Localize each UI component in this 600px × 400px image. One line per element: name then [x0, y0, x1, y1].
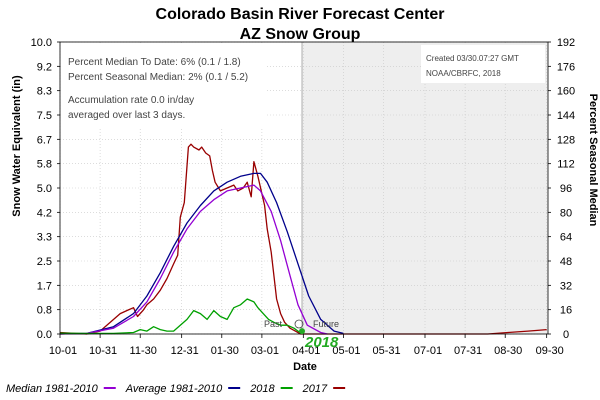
legend-label: Average 1981-2010: [125, 383, 223, 395]
series-line-median-1981-2010: [59, 184, 328, 335]
y2-tick-label: 32: [560, 280, 572, 292]
year-label: 2018: [304, 334, 339, 351]
past-label: Past: [264, 319, 283, 329]
y2-tick-label: 128: [557, 134, 575, 146]
future-label: Future: [313, 319, 339, 329]
x-tick-label: 07-01: [414, 345, 442, 357]
y-axis-right: 0 16 32 48 64 80 96 112 128 144 160 176 192: [548, 37, 575, 341]
y2-tick-label: 144: [557, 110, 575, 122]
legend-label: Median 1981-2010: [6, 383, 99, 395]
y-axis-title: Snow Water Equivalent (in): [11, 75, 23, 217]
y2-axis-title: Percent Seasonal Median: [587, 94, 599, 227]
y-tick-label: 7.5: [37, 110, 52, 122]
x-tick-label: 10-31: [89, 345, 117, 357]
series-group: [59, 143, 547, 335]
y-tick-label: 5.8: [37, 159, 52, 171]
created-stamp: Created 03/30.07:27 GMT: [426, 54, 519, 63]
y-tick-label: 4.2: [37, 207, 52, 219]
series-line-2017: [59, 143, 547, 335]
y-tick-label: 8.3: [37, 86, 52, 98]
y-tick-label: 3.3: [37, 232, 52, 244]
x-tick-label: 01-30: [211, 345, 239, 357]
x-tick-label: 11-30: [130, 345, 157, 357]
chart-subtitle: AZ Snow Group: [240, 26, 361, 43]
y2-tick-label: 192: [557, 37, 575, 49]
forecast-shading: [301, 42, 548, 334]
legend-label: 2018: [249, 383, 275, 395]
legend: Median 1981-2010 Average 1981-2010 2018 201…: [6, 383, 346, 395]
x-tick-label: 08-30: [494, 345, 522, 357]
pct-median-to-date: Percent Median To Date: 6% (0.1 / 1.8): [68, 57, 241, 68]
accum-rate-line1: Accumulation rate 0.0 in/day: [68, 95, 194, 106]
y-tick-label: 2.5: [37, 256, 52, 268]
y2-tick-label: 96: [560, 183, 572, 195]
x-tick-label: 04-01: [292, 345, 320, 357]
chart-title: Colorado Basin River Forecast Center: [156, 6, 445, 23]
y-tick-label: 0.0: [37, 329, 52, 341]
x-tick-label: 05-31: [372, 345, 400, 357]
y-tick-label: 0.8: [37, 305, 52, 317]
current-value-marker: [298, 328, 305, 335]
y2-tick-label: 0: [563, 329, 569, 341]
series-line-average-1981-2010: [59, 172, 344, 335]
y2-tick-label: 160: [557, 86, 575, 98]
today-marker-icon: [294, 319, 304, 329]
y2-tick-label: 48: [560, 256, 572, 268]
y2-tick-label: 16: [560, 305, 572, 317]
pct-seasonal-median: Percent Seasonal Median: 2% (0.1 / 5.2): [68, 72, 248, 83]
series-line-2018: [59, 298, 303, 335]
y-tick-label: 6.7: [37, 134, 52, 146]
y2-tick-label: 112: [557, 159, 575, 171]
source-credit: NOAA/CBRFC, 2018: [426, 69, 501, 78]
legend-label: 2017: [302, 383, 328, 395]
x-tick-label: 09-30: [536, 345, 564, 357]
y-tick-label: 1.7: [37, 280, 52, 292]
y2-tick-label: 64: [560, 232, 572, 244]
credit-box: [421, 45, 545, 83]
x-tick-label: 10-01: [49, 345, 77, 357]
y2-tick-label: 176: [557, 61, 575, 73]
y-tick-label: 10.0: [31, 37, 52, 49]
x-tick-label: 05-01: [332, 345, 360, 357]
y-axis-left: 0.0 0.8 1.7 2.5 3.3 4.2 5.0 5.8 6.7 7.5 8.3 9.2 10.0: [31, 37, 60, 341]
accum-rate-line2: averaged over last 3 days.: [68, 110, 185, 121]
x-tick-label: 03-01: [251, 345, 279, 357]
x-tick-label: 07-31: [454, 345, 482, 357]
y-tick-label: 5.0: [37, 183, 52, 195]
x-tick-label: 12-31: [171, 345, 199, 357]
y2-tick-label: 80: [560, 207, 572, 219]
stats-box: [63, 45, 265, 127]
x-axis-title: Date: [293, 361, 317, 373]
y-tick-label: 9.2: [37, 61, 52, 73]
x-axis: 10-01 10-31 11-30 12-31 01-30 03-01 04-01 05-01…: [49, 334, 564, 357]
